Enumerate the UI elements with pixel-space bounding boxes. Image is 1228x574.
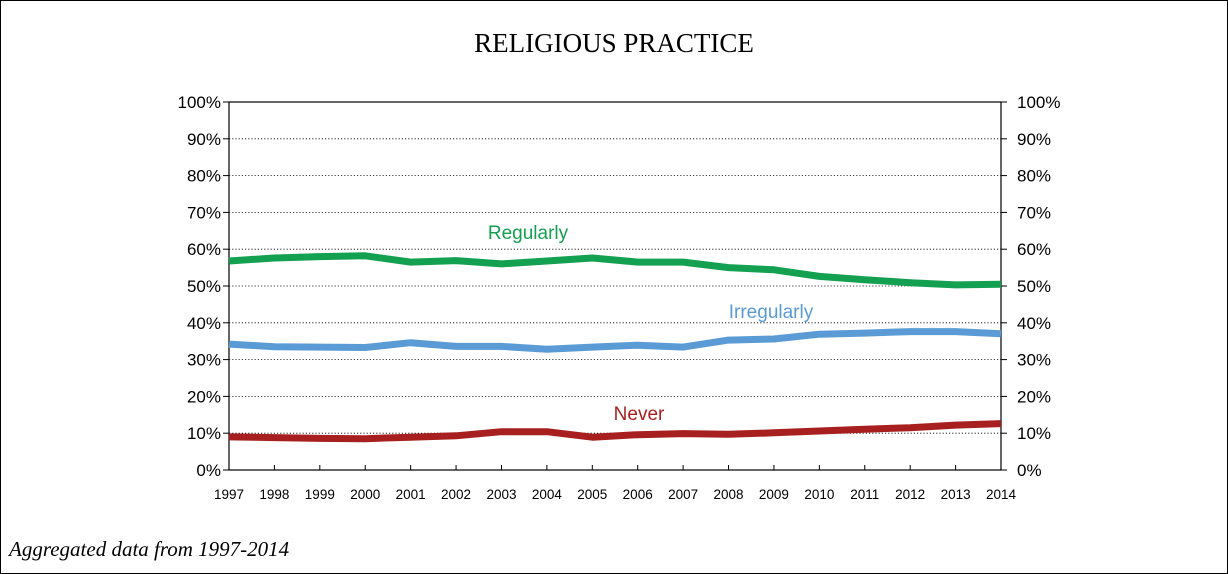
x-tick-label: 1998 xyxy=(259,487,289,502)
x-tick-label: 2014 xyxy=(986,487,1017,502)
series-label-irregularly: Irregularly xyxy=(729,302,814,323)
y-tick-label-right: 20% xyxy=(1017,387,1051,406)
x-tick-label: 2007 xyxy=(668,487,698,502)
x-tick-label: 2009 xyxy=(759,487,789,502)
y-tick-label-right: 80% xyxy=(1017,167,1051,186)
x-tick-label: 2010 xyxy=(804,487,834,502)
y-tick-label-left: 40% xyxy=(187,314,221,333)
y-tick-label-left: 60% xyxy=(187,240,221,259)
x-tick-label: 2008 xyxy=(714,487,744,502)
y-tick-label-left: 50% xyxy=(187,277,221,296)
x-tick-label: 2011 xyxy=(850,487,879,502)
y-tick-label-right: 40% xyxy=(1017,314,1051,333)
y-tick-label-right: 90% xyxy=(1017,130,1051,149)
y-tick-label-right: 0% xyxy=(1017,461,1042,480)
series-line-irregularly xyxy=(228,328,1002,353)
x-tick-label: 2005 xyxy=(577,487,607,502)
x-tick-label: 2012 xyxy=(895,487,925,502)
x-tick-label: 2000 xyxy=(350,487,380,502)
chart-title: RELIGIOUS PRACTICE xyxy=(474,28,754,58)
x-tick-label: 1999 xyxy=(305,487,335,502)
y-tick-label-right: 30% xyxy=(1017,351,1051,370)
series-line-regularly xyxy=(228,252,1002,289)
y-tick-label-left: 100% xyxy=(178,93,221,112)
y-tick-label-left: 30% xyxy=(187,351,221,370)
axes: 0% 0% 10% 10% 20% 20% 30% 30% 40% 40% 50% 50% 60% 60%… xyxy=(178,93,1061,502)
y-tick-label-right: 100% xyxy=(1017,93,1060,112)
y-tick-label-left: 80% xyxy=(187,167,221,186)
series-line-never xyxy=(228,420,1002,443)
y-tick-label-left: 10% xyxy=(187,424,221,443)
y-tick-label-left: 90% xyxy=(187,130,221,149)
x-tick-label: 2004 xyxy=(532,487,563,502)
x-tick-label: 2001 xyxy=(396,487,426,502)
series-label-never: Never xyxy=(614,404,665,425)
series-labels: Regularly Irregularly Never xyxy=(488,223,814,425)
gridlines xyxy=(229,138,1001,434)
y-tick-label-left: 70% xyxy=(187,203,221,222)
x-tick-label: 2003 xyxy=(486,487,516,502)
x-tick-label: 1997 xyxy=(214,487,244,502)
y-tick-label-left: 20% xyxy=(187,387,221,406)
series-layer xyxy=(228,252,1002,443)
y-tick-label-left: 0% xyxy=(196,461,221,480)
x-tick-label: 2002 xyxy=(441,487,471,502)
y-tick-label-right: 70% xyxy=(1017,203,1051,222)
y-tick-label-right: 10% xyxy=(1017,424,1051,443)
series-label-regularly: Regularly xyxy=(488,223,569,244)
x-tick-label: 2013 xyxy=(941,487,971,502)
x-tick-label: 2006 xyxy=(623,487,653,502)
y-tick-label-right: 50% xyxy=(1017,277,1051,296)
y-tick-label-right: 60% xyxy=(1017,240,1051,259)
data-caption: Aggregated data from 1997-2014 xyxy=(9,537,290,561)
